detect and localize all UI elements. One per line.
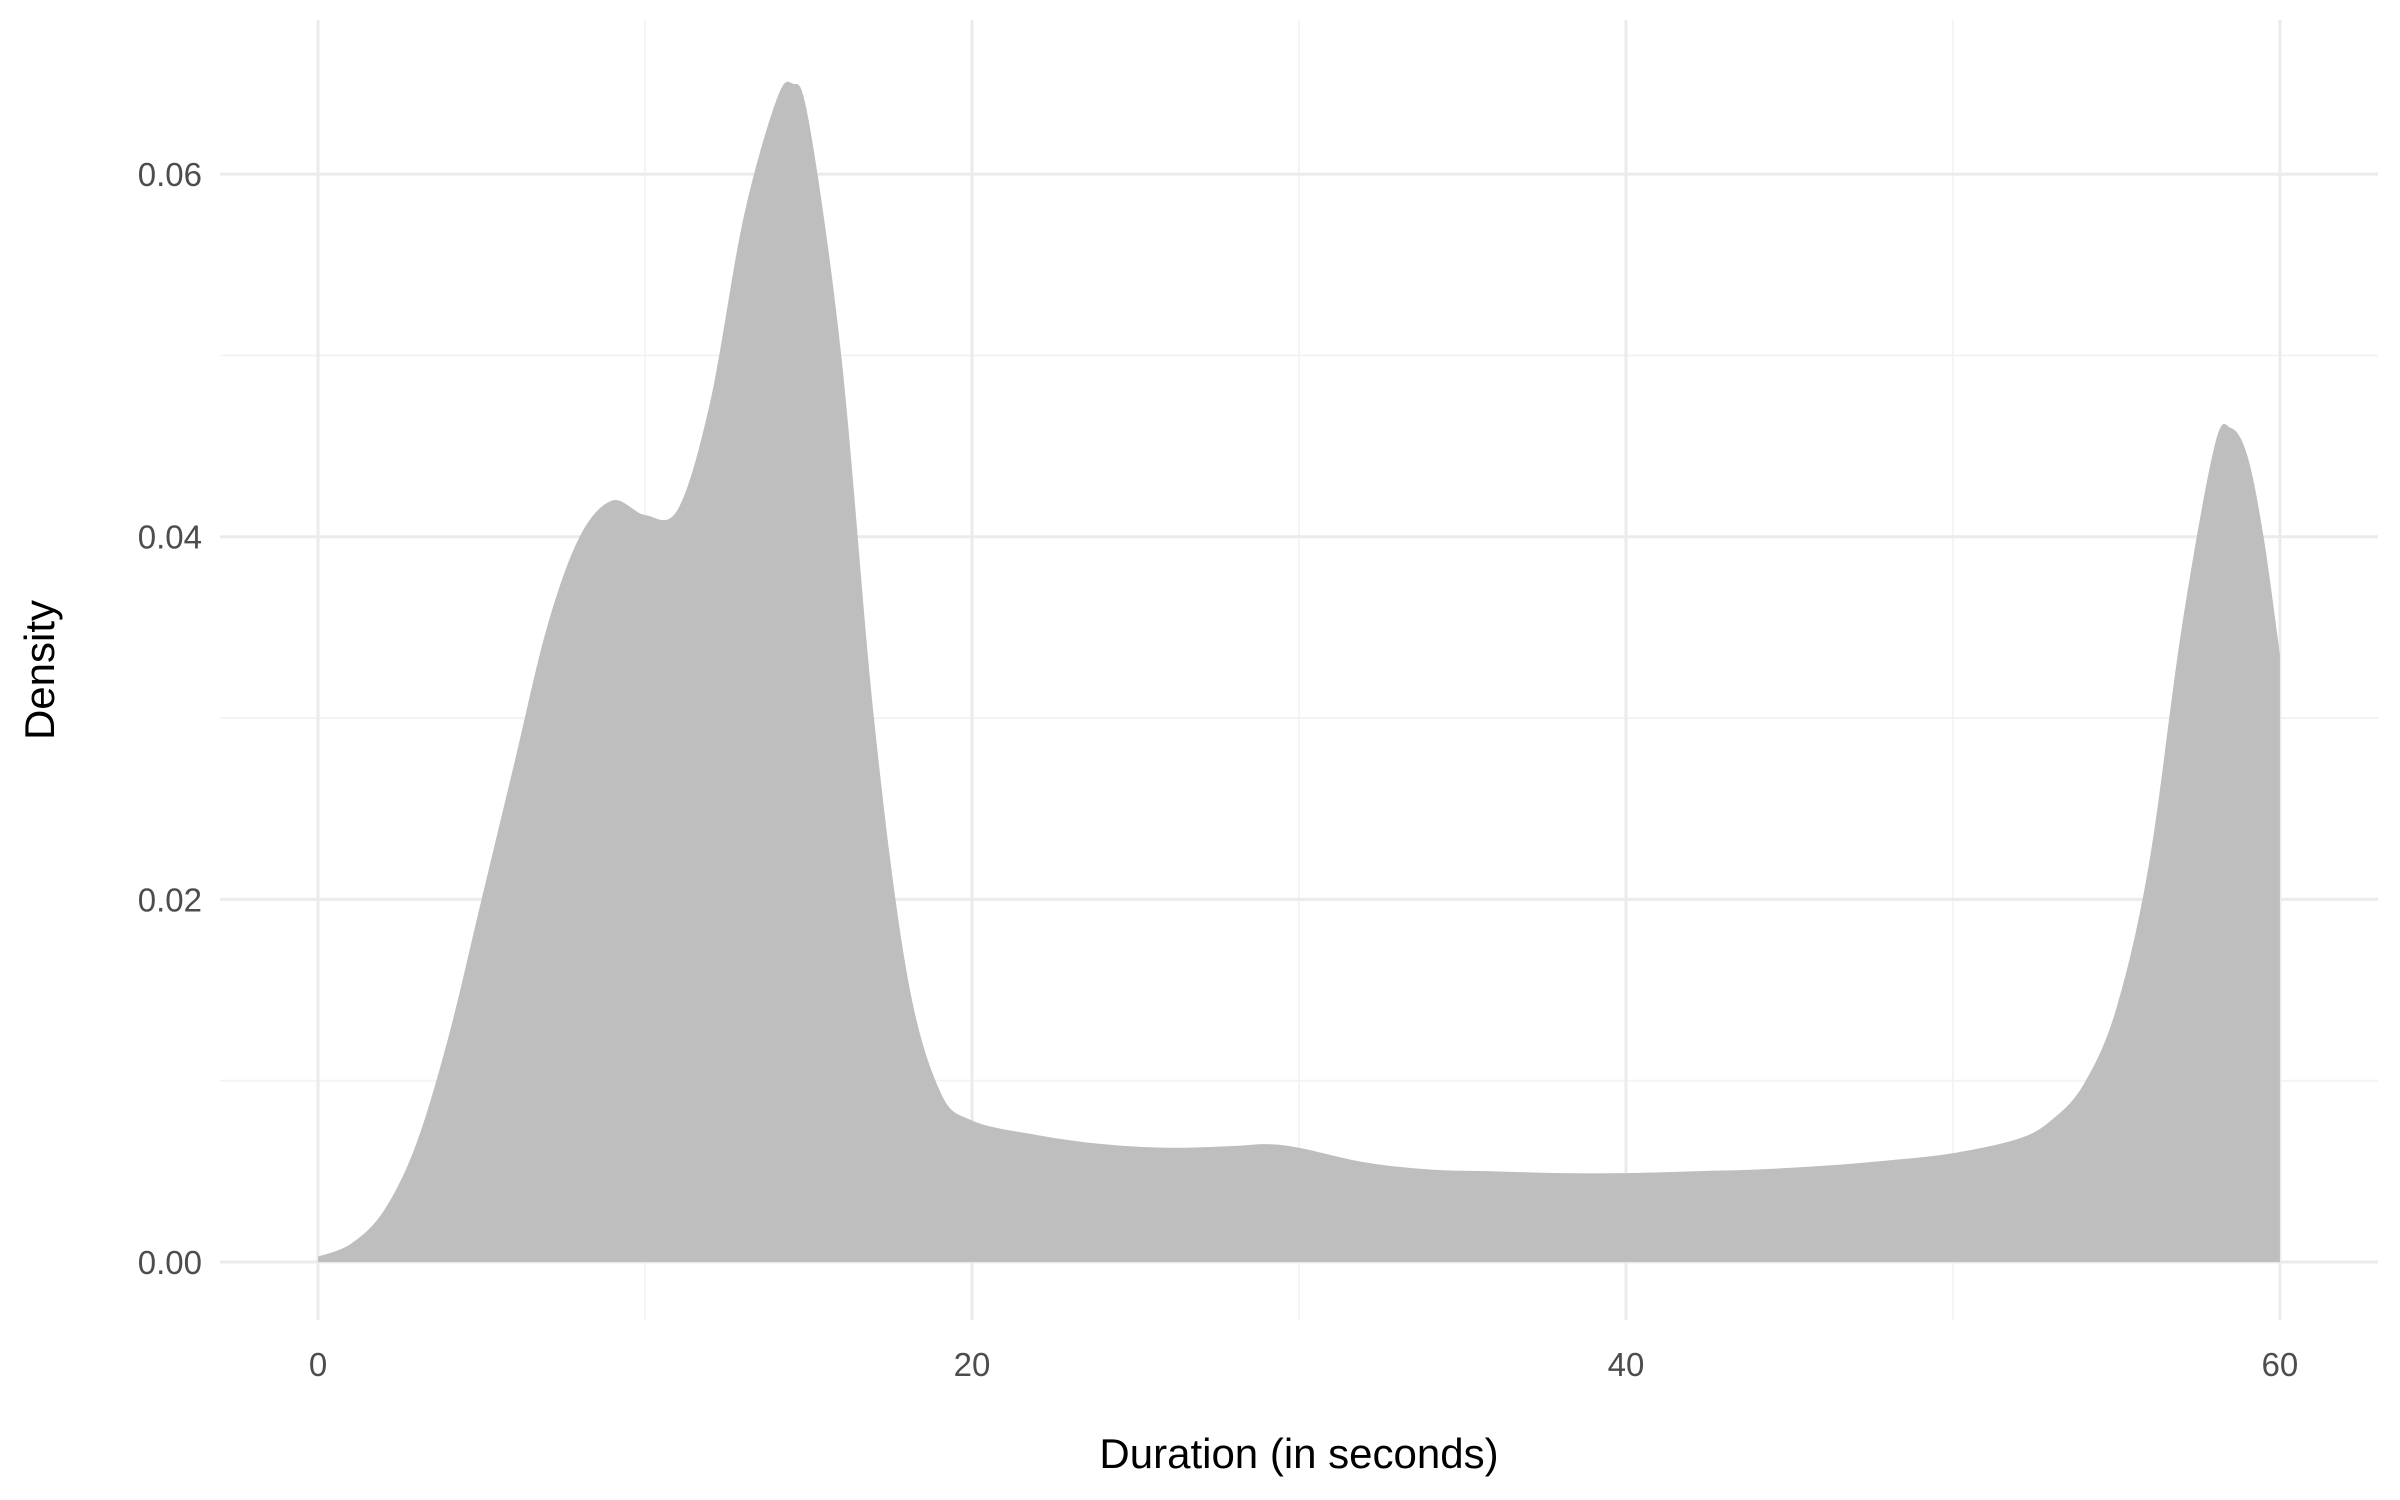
- y-tick-label: 0.04: [138, 519, 202, 556]
- y-tick-label: 0.06: [138, 156, 202, 193]
- x-axis-tick-labels: 0 20 40 60: [309, 1346, 2298, 1383]
- density-area: [318, 81, 2280, 1262]
- x-tick-label: 0: [309, 1346, 327, 1383]
- x-tick-label: 40: [1608, 1346, 1645, 1383]
- y-tick-label: 0.00: [138, 1244, 202, 1281]
- x-tick-label: 20: [954, 1346, 991, 1383]
- x-tick-label: 60: [2262, 1346, 2299, 1383]
- y-tick-label: 0.02: [138, 881, 202, 918]
- x-axis-title: Duration (in seconds): [1099, 1430, 1498, 1477]
- y-axis-title: Density: [16, 600, 63, 740]
- y-axis-tick-labels: 0.00 0.02 0.04 0.06: [138, 156, 202, 1281]
